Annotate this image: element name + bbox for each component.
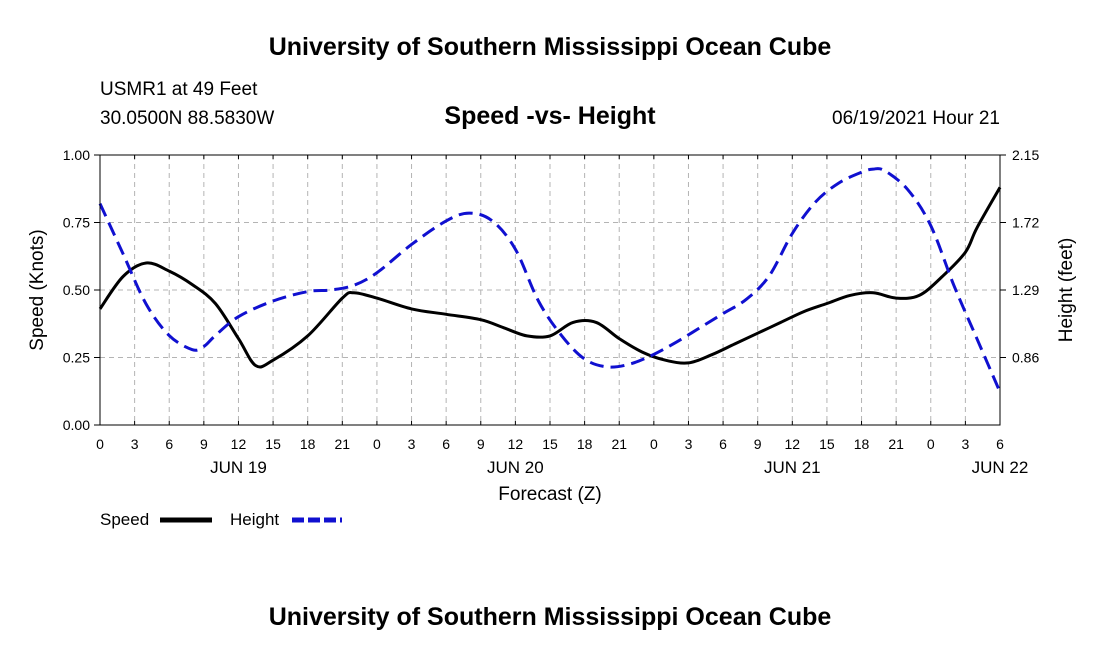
x-tick-label: 9 — [754, 436, 762, 452]
x-tick-label: 12 — [231, 436, 247, 452]
day-label: JUN 22 — [972, 458, 1029, 477]
x-tick-label: 0 — [373, 436, 381, 452]
x-tick-label: 9 — [200, 436, 208, 452]
y-tick-label: 0.00 — [63, 417, 90, 433]
x-tick-label: 0 — [96, 436, 104, 452]
y2-tick-label: 0.86 — [1012, 350, 1039, 366]
y-axis-title: Speed (Knots) — [27, 229, 48, 350]
x-tick-label: 3 — [131, 436, 139, 452]
y2-axis-title: Height (feet) — [1056, 238, 1077, 343]
x-tick-label: 9 — [477, 436, 485, 452]
footer-title: University of Southern Mississippi Ocean… — [269, 603, 832, 631]
x-tick-label: 15 — [819, 436, 835, 452]
x-tick-label: 6 — [442, 436, 450, 452]
x-tick-label: 15 — [265, 436, 281, 452]
x-tick-label: 3 — [408, 436, 416, 452]
x-tick-label: 15 — [542, 436, 558, 452]
x-tick-label: 21 — [335, 436, 351, 452]
y2-tick-label: 1.29 — [1012, 282, 1039, 298]
x-tick-label: 6 — [996, 436, 1004, 452]
x-axis-title: Forecast (Z) — [498, 484, 601, 505]
day-label: JUN 19 — [210, 458, 267, 477]
x-tick-label: 12 — [508, 436, 524, 452]
x-tick-label: 18 — [300, 436, 316, 452]
x-tick-label: 21 — [611, 436, 627, 452]
y-tick-label: 0.50 — [63, 282, 90, 298]
x-tick-label: 18 — [854, 436, 870, 452]
x-tick-label: 3 — [961, 436, 969, 452]
x-tick-label: 18 — [577, 436, 593, 452]
forecast-date: 06/19/2021 Hour 21 — [832, 108, 1000, 129]
station-label: USMR1 at 49 Feet — [100, 79, 258, 100]
x-tick-label: 0 — [650, 436, 658, 452]
speed-line — [98, 186, 1002, 369]
y2-tick-label: 1.72 — [1012, 215, 1039, 231]
x-tick-label: 3 — [685, 436, 693, 452]
height-line — [98, 167, 1002, 393]
x-tick-label: 21 — [888, 436, 904, 452]
axes: 0 3 6 9 12 15 18 21 0 3 6 9 12 15 18 21 0 3 6 9 12 15 18 21 0 3 6 J… — [63, 147, 1040, 477]
legend-speed-label: Speed — [100, 510, 149, 529]
legend-height-label: Height — [230, 510, 279, 529]
header-title: University of Southern Mississippi Ocean… — [269, 33, 832, 61]
day-label: JUN 21 — [764, 458, 821, 477]
y-tick-label: 1.00 — [63, 147, 90, 163]
x-tick-label: 6 — [165, 436, 173, 452]
legend: Speed Height — [100, 510, 342, 529]
x-tick-label: 0 — [927, 436, 935, 452]
chart-subtitle: Speed -vs- Height — [444, 102, 656, 130]
plot-frame — [99, 154, 1001, 426]
grid — [100, 155, 1000, 425]
y-tick-label: 0.25 — [63, 350, 90, 366]
y2-tick-label: 2.15 — [1012, 147, 1039, 163]
x-tick-label: 6 — [719, 436, 727, 452]
series — [98, 167, 1002, 393]
y-tick-label: 0.75 — [63, 215, 90, 231]
station-coords: 30.0500N 88.5830W — [100, 108, 274, 129]
x-tick-label: 12 — [785, 436, 801, 452]
day-label: JUN 20 — [487, 458, 544, 477]
